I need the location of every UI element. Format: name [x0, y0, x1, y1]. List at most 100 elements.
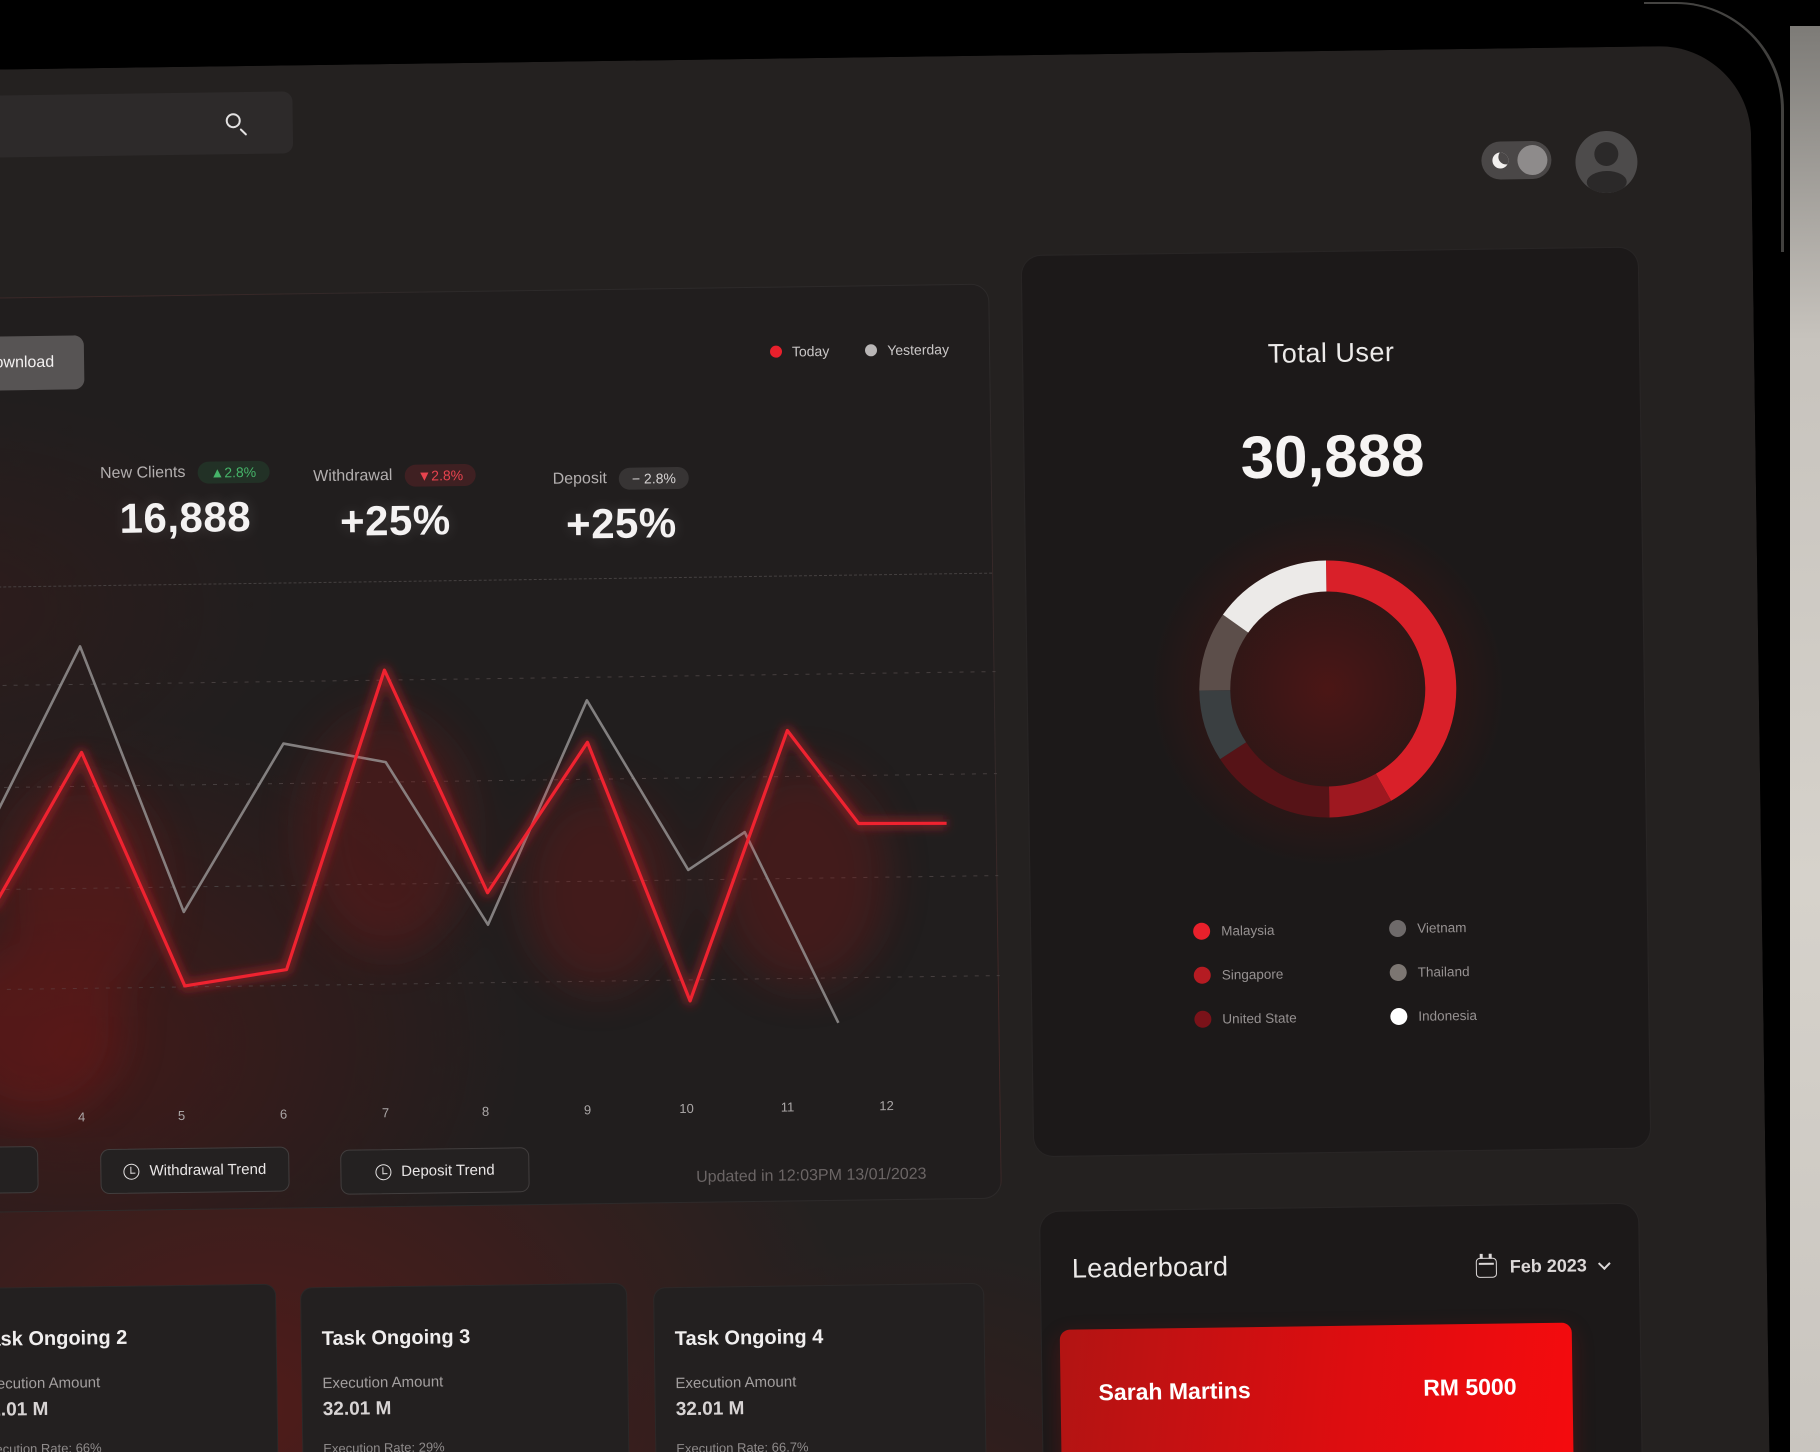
- stats-separator: [0, 572, 993, 588]
- task-amount-label: Execution Amount: [322, 1373, 444, 1393]
- clock-icon: [375, 1163, 392, 1180]
- today-dot-icon: [769, 345, 782, 358]
- task-title: Task Ongoing 2: [0, 1326, 128, 1351]
- task-title: Task Ongoing 3: [321, 1325, 471, 1351]
- download-button[interactable]: Download: [0, 335, 85, 392]
- task-card[interactable]: Task Ongoing 2 Execution Amount 32.01 M …: [0, 1283, 280, 1452]
- stat-value: 16,888: [119, 492, 252, 542]
- total-user-title: Total User: [1267, 337, 1395, 369]
- task-amount: 32.01 M: [675, 1398, 745, 1421]
- search-icon: [225, 113, 241, 129]
- legend-today-label: Today: [791, 342, 830, 360]
- legend-dot-icon: [1193, 966, 1211, 984]
- legend-label: Singapore: [1221, 966, 1284, 982]
- x-tick-label: 12: [879, 1098, 894, 1113]
- legend-yesterday[interactable]: Yesterday: [865, 341, 949, 358]
- yesterday-dot-icon: [865, 344, 878, 357]
- total-user-card: Total User 30,888 Malaysia Singapore Unite…: [1020, 246, 1652, 1158]
- desk-background-strip: [1790, 26, 1820, 1452]
- task-amount-label: Execution Amount: [0, 1374, 101, 1393]
- task-title: Task Ongoing 4: [674, 1326, 824, 1351]
- x-tick-label: 6: [280, 1107, 287, 1122]
- legend-item-singapore: Singapore: [1193, 950, 1390, 997]
- theme-toggle[interactable]: [1481, 140, 1552, 180]
- task-amount: 32.01 M: [0, 1398, 49, 1421]
- task-rate: Execution Rate: 66%: [0, 1440, 102, 1452]
- x-tick-label: 10: [679, 1101, 694, 1116]
- leaderboard-row[interactable]: Sarah Martins RM 5000: [1059, 1322, 1575, 1452]
- leaderboard-card: Leaderboard Feb 2023 Sarah Martins RM 50…: [1039, 1202, 1645, 1452]
- donut-segment-indonesia: [1199, 560, 1457, 818]
- deposit-trend-label: Deposit Trend: [401, 1161, 495, 1180]
- legend-dot-icon: [1390, 1007, 1408, 1025]
- x-tick-label: 8: [482, 1104, 489, 1119]
- task-rate: Execution Rate: 66.7%: [676, 1439, 809, 1452]
- legend-today[interactable]: Today: [769, 342, 830, 360]
- stat-value: +25%: [339, 496, 451, 545]
- x-tick-label: 4: [78, 1109, 85, 1124]
- donut-segment-vietnam: [1199, 560, 1457, 818]
- x-axis-line: [0, 1074, 951, 1092]
- line-chart: 4 5 6 7 8 9 10 11 12: [0, 645, 1000, 1124]
- legend-item-malaysia: Malaysia: [1193, 906, 1390, 953]
- stat-deposit: Deposit − 2.8% +25%: [515, 466, 728, 549]
- stat-label: Deposit: [552, 470, 608, 488]
- stat-label: New Clients: [99, 463, 186, 483]
- task-rate: Execution Rate: 29%: [323, 1439, 445, 1452]
- legend-label: Indonesia: [1418, 1007, 1478, 1024]
- leader-amount: RM 5000: [1423, 1373, 1517, 1401]
- legend-yesterday-label: Yesterday: [887, 341, 950, 359]
- stat-withdrawal: Withdrawal ▼2.8% +25%: [292, 463, 499, 547]
- moon-icon: [1492, 152, 1509, 169]
- avatar[interactable]: [1575, 130, 1638, 194]
- chart-legend: Today Yesterday: [769, 341, 949, 360]
- x-tick-label: 5: [178, 1108, 185, 1123]
- task-card[interactable]: Task Ongoing 4 Execution Amount 32.01 M …: [653, 1282, 988, 1452]
- leaderboard-title: Leaderboard: [1071, 1251, 1229, 1284]
- search-input[interactable]: [0, 91, 294, 158]
- period-selector[interactable]: Feb 2023: [1475, 1254, 1611, 1278]
- x-tick-label: 7: [382, 1105, 389, 1120]
- task-amount-label: Execution Amount: [675, 1373, 797, 1393]
- trend-button-partial[interactable]: [0, 1146, 39, 1195]
- x-axis-ticks: 4 5 6 7 8 9 10 11 12: [78, 1098, 894, 1124]
- donut-segment-singapore: [1199, 560, 1457, 818]
- legend-label: Thailand: [1417, 963, 1470, 980]
- legend-dot-icon: [1389, 919, 1407, 937]
- user-donut-chart: [1199, 560, 1457, 818]
- stat-badge: ▲2.8%: [197, 460, 270, 484]
- clock-icon: [123, 1163, 140, 1180]
- chevron-down-icon: [1597, 1256, 1611, 1270]
- legend-dot-icon: [1194, 1010, 1212, 1028]
- legend-item-vietnam: Vietnam: [1389, 905, 1476, 950]
- dashboard-screen: Download Today Yesterday New Clients ▲2.…: [0, 45, 1772, 1452]
- withdrawal-trend-label: Withdrawal Trend: [149, 1160, 267, 1180]
- stat-label: Withdrawal: [313, 467, 393, 486]
- stat-value: +25%: [565, 499, 678, 548]
- donut-legend: Malaysia Singapore United State Vietnam Thai…: [1193, 905, 1477, 1041]
- x-tick-label: 9: [584, 1102, 591, 1117]
- leader-name: Sarah Martins: [1098, 1377, 1251, 1406]
- deposit-trend-button[interactable]: Deposit Trend: [340, 1147, 530, 1195]
- toggle-knob: [1517, 144, 1548, 176]
- task-amount: 32.01 M: [322, 1398, 392, 1421]
- yesterday-line: [0, 645, 840, 1024]
- legend-dot-icon: [1389, 963, 1407, 981]
- stat-badge: ▼2.8%: [404, 463, 477, 487]
- legend-item-thailand: Thailand: [1389, 949, 1476, 994]
- trend-chart-card: Download Today Yesterday New Clients ▲2.…: [0, 283, 1002, 1213]
- legend-label: United State: [1222, 1009, 1297, 1026]
- withdrawal-trend-button[interactable]: Withdrawal Trend: [100, 1146, 290, 1195]
- task-card[interactable]: Task Ongoing 3 Execution Amount 32.01 M …: [300, 1282, 631, 1452]
- red-glow-blobs: [0, 713, 888, 1119]
- legend-label: Malaysia: [1221, 922, 1275, 938]
- legend-label: Vietnam: [1417, 919, 1467, 936]
- stat-new-clients: New Clients ▲2.8% 16,888: [67, 460, 304, 543]
- total-user-value: 30,888: [1240, 421, 1425, 492]
- legend-item-indonesia: Indonesia: [1390, 993, 1477, 1038]
- legend-item-united-state: United State: [1194, 994, 1391, 1041]
- legend-dot-icon: [1193, 922, 1211, 940]
- updated-timestamp: Updated in 12:03PM 13/01/2023: [696, 1165, 927, 1186]
- today-line: [0, 668, 947, 1003]
